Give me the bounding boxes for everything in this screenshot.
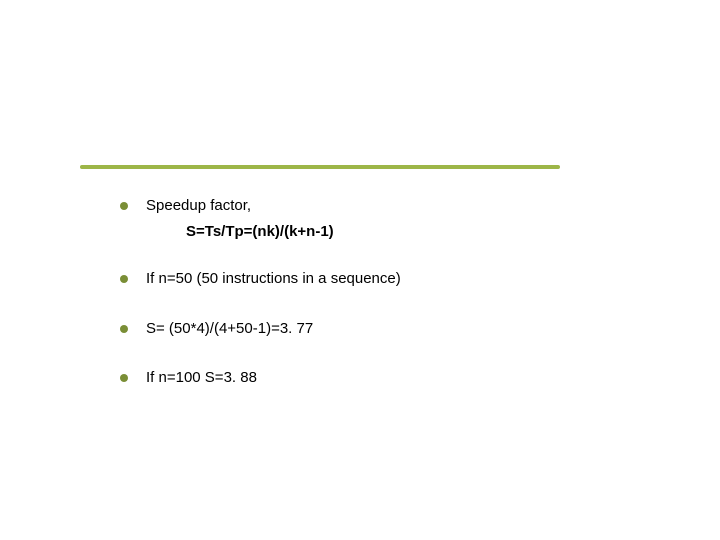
list-item: If n=50 (50 instructions in a sequence) <box>120 268 640 290</box>
formula-text: S=Ts/Tp=(nk)/(k+n-1) <box>186 223 640 240</box>
accent-bar <box>80 165 560 169</box>
bullet-text: If n=50 (50 instructions in a sequence) <box>146 268 401 290</box>
bullet-text: S= (50*4)/(4+50-1)=3. 77 <box>146 318 313 340</box>
content-area: Speedup factor, S=Ts/Tp=(nk)/(k+n-1) If … <box>120 195 640 417</box>
list-item: Speedup factor, <box>120 195 640 217</box>
bullet-icon <box>120 275 128 283</box>
bullet-icon <box>120 374 128 382</box>
bullet-icon <box>120 325 128 333</box>
bullet-text: If n=100 S=3. 88 <box>146 367 257 389</box>
bullet-text: Speedup factor, <box>146 195 251 217</box>
slide: Speedup factor, S=Ts/Tp=(nk)/(k+n-1) If … <box>0 0 720 540</box>
list-item: If n=100 S=3. 88 <box>120 367 640 389</box>
list-item: S= (50*4)/(4+50-1)=3. 77 <box>120 318 640 340</box>
bullet-icon <box>120 202 128 210</box>
